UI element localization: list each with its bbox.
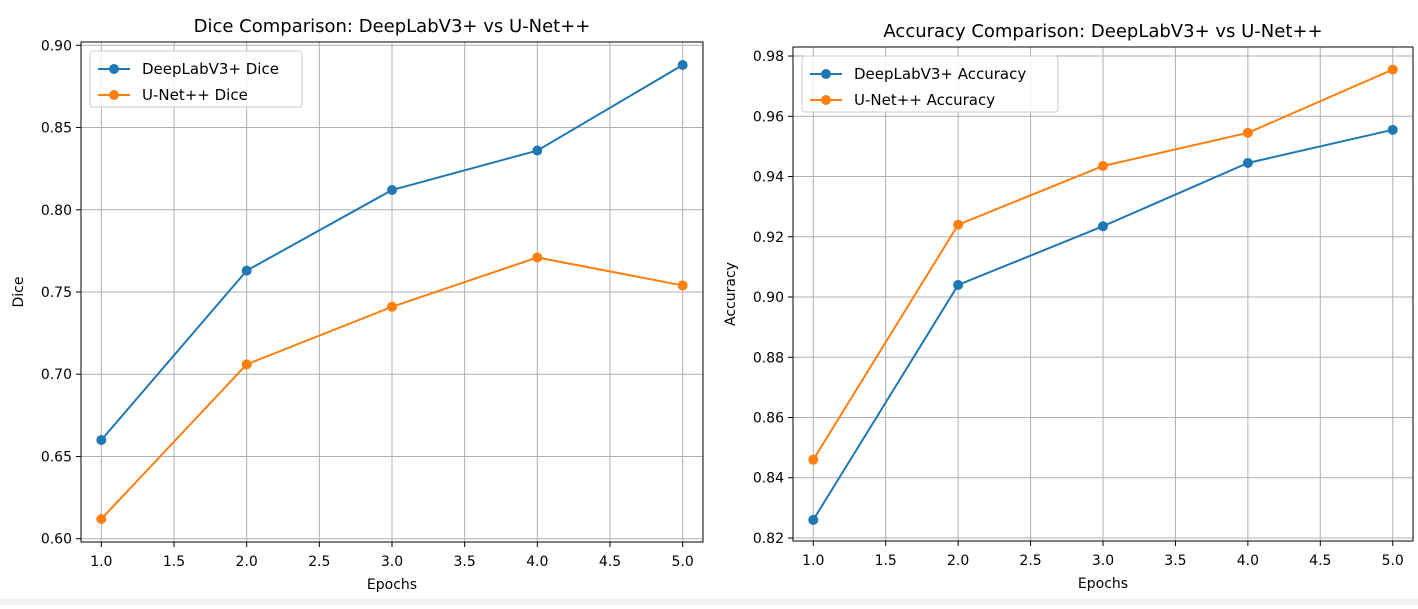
dice-y-tick-label-5: 0.85: [41, 121, 72, 137]
window-bottom-strip: [0, 598, 1418, 605]
accuracy-series-0-point-4: [1387, 124, 1398, 135]
accuracy-series-0-point-2: [1098, 221, 1108, 232]
accuracy-legend-label-1: U-Net++ Accuracy: [854, 91, 995, 109]
dice-y-tick-label-3: 0.75: [41, 285, 72, 301]
dice-x-tick-label-3: 2.5: [308, 554, 330, 570]
dice-x-tick-label-7: 4.5: [599, 554, 621, 570]
dice-legend-label-1: U-Net++ Dice: [142, 86, 248, 104]
accuracy-series-1-point-1: [953, 219, 964, 230]
dice-y-tick-label-1: 0.65: [41, 449, 72, 465]
dice-y-axis-label: Dice: [11, 277, 27, 308]
dice-legend: DeepLabV3+ Dice U-Net++ Dice: [89, 50, 303, 108]
accuracy-y-tick-label-7: 0.96: [753, 109, 784, 125]
accuracy-x-tick-label-2: 2.0: [947, 553, 969, 569]
accuracy-legend-label-0: DeepLabV3+ Accuracy: [854, 65, 1026, 83]
dice-y-tick-label-2: 0.70: [41, 367, 72, 383]
dice-legend-label-0: DeepLabV3+ Dice: [142, 60, 279, 78]
accuracy-series-1-point-0: [808, 454, 819, 465]
dice-chart-title: Dice Comparison: DeepLabV3+ vs U-Net++: [194, 16, 591, 37]
accuracy-y-tick-label-2: 0.86: [753, 411, 784, 427]
accuracy-x-tick-label-7: 4.5: [1309, 553, 1331, 569]
accuracy-series-0-point-1: [953, 279, 964, 290]
dice-series-1-point-3: [532, 252, 543, 263]
accuracy-x-tick-label-4: 3.0: [1092, 553, 1114, 569]
dice-x-tick-label-2: 2.0: [236, 554, 258, 570]
dice-series-0-point-0: [96, 435, 107, 446]
dice-legend-marker-1: [109, 90, 119, 100]
accuracy-x-tick-label-0: 1.0: [802, 553, 824, 569]
accuracy-legend: DeepLabV3+ Accuracy U-Net++ Accuracy: [801, 55, 1059, 113]
accuracy-x-tick-label-3: 2.5: [1019, 553, 1041, 569]
accuracy-y-tick-label-1: 0.84: [753, 471, 784, 487]
accuracy-legend-marker-1: [821, 95, 831, 105]
dice-legend-box: [89, 50, 303, 108]
accuracy-x-axis-label: Epochs: [1078, 576, 1128, 592]
accuracy-y-tick-label-0: 0.82: [753, 531, 784, 547]
dice-x-tick-label-6: 4.0: [526, 554, 548, 570]
accuracy-y-tick-label-8: 0.98: [753, 49, 784, 65]
accuracy-y-axis-label: Accuracy: [723, 262, 739, 326]
accuracy-legend-marker-0: [821, 69, 831, 79]
dice-x-tick-label-1: 1.5: [163, 554, 185, 570]
dice-y-tick-label-0: 0.60: [41, 532, 72, 548]
dice-series-0-point-1: [241, 265, 252, 276]
accuracy-x-tick-label-1: 1.5: [875, 553, 897, 569]
accuracy-y-tick-label-3: 0.88: [753, 350, 784, 366]
accuracy-y-tick-label-6: 0.94: [753, 170, 784, 186]
dice-series-1-point-4: [677, 280, 688, 291]
accuracy-x-tick-label-6: 4.0: [1237, 553, 1259, 569]
dice-chart: 1.0 1.5 2.0 2.5 3.0 3.5 4.0 4.5 5.0 0.60 0.65 0.70 0…: [11, 16, 704, 593]
dice-x-tick-label-5: 3.5: [454, 554, 476, 570]
accuracy-chart: 1.0 1.5 2.0 2.5 3.0 3.5 4.0 4.5 5.0 0.82 0.84 0.86 0…: [723, 21, 1414, 592]
accuracy-x-tick-label-5: 3.5: [1164, 553, 1186, 569]
accuracy-series-1-point-3: [1242, 127, 1253, 138]
accuracy-chart-title: Accuracy Comparison: DeepLabV3+ vs U-Net…: [883, 21, 1322, 42]
dice-legend-marker-0: [109, 64, 119, 74]
dice-series-0-point-3: [532, 145, 543, 156]
dice-series-0-point-2: [387, 185, 397, 196]
dice-x-tick-label-8: 5.0: [672, 554, 694, 570]
dice-x-tick-label-4: 3.0: [381, 554, 403, 570]
accuracy-series-1-point-2: [1098, 160, 1108, 171]
accuracy-series-0-point-3: [1242, 157, 1253, 168]
dice-y-tick-label-6: 0.90: [41, 38, 72, 54]
accuracy-legend-box: [801, 55, 1059, 113]
dice-y-tick-label-4: 0.80: [41, 203, 72, 219]
dice-series-1-point-0: [96, 513, 107, 524]
dice-series-1-point-1: [241, 359, 252, 370]
dice-series-0-point-4: [677, 60, 688, 71]
accuracy-series-1-point-4: [1387, 64, 1398, 75]
accuracy-y-tick-label-5: 0.92: [753, 230, 784, 246]
accuracy-y-tick-label-4: 0.90: [753, 290, 784, 306]
dice-x-tick-label-0: 1.0: [90, 554, 112, 570]
dice-series-1-point-2: [387, 301, 397, 312]
accuracy-series-0-point-0: [808, 514, 819, 525]
accuracy-x-tick-label-8: 5.0: [1382, 553, 1404, 569]
dice-x-axis-label: Epochs: [367, 577, 417, 593]
